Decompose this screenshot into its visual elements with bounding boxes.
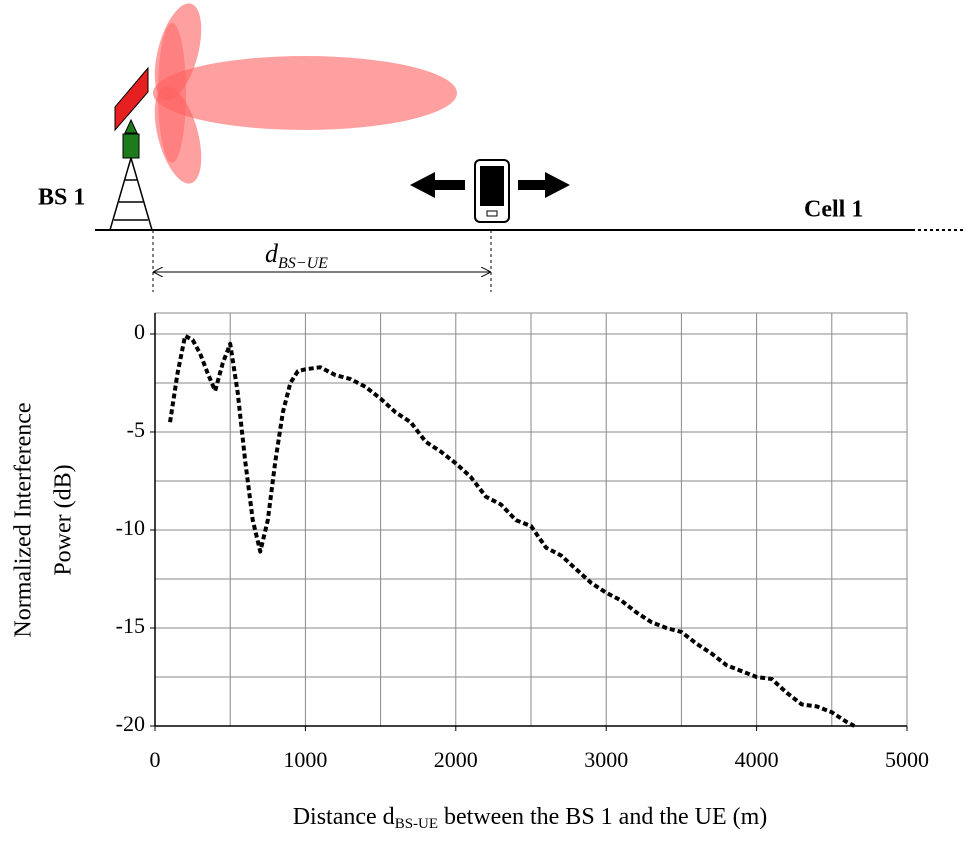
x-axis-title-part: Distance d bbox=[293, 804, 395, 830]
tower bbox=[109, 157, 153, 231]
phone-screen bbox=[480, 166, 504, 206]
x-tick-label: 2000 bbox=[434, 747, 478, 772]
arrow-right bbox=[518, 172, 570, 198]
y-tick-label: -15 bbox=[116, 613, 145, 638]
diagram: BS 1 Cell 1 dBS−UE bbox=[38, 3, 965, 292]
main-lobe bbox=[153, 56, 457, 130]
y-tick-label: -20 bbox=[116, 711, 145, 736]
y-axis-title: Normalized Interference bbox=[11, 402, 37, 637]
x-tick-label: 5000 bbox=[885, 747, 929, 772]
distance-label-main: d bbox=[265, 239, 279, 268]
x-tick-label: 3000 bbox=[584, 747, 628, 772]
phone-button bbox=[486, 210, 498, 217]
radio-unit bbox=[122, 133, 140, 159]
distance-label-sub: BS−UE bbox=[278, 255, 328, 272]
side-lobe bbox=[158, 23, 186, 163]
y-tick-label: -10 bbox=[116, 515, 145, 540]
distance-label: dBS−UE bbox=[265, 239, 328, 272]
x-axis-title-sub: BS-UE bbox=[395, 816, 438, 832]
y-tick-label: 0 bbox=[134, 319, 145, 344]
antenna-tip bbox=[124, 118, 138, 134]
arrow-left bbox=[410, 172, 465, 198]
x-axis-title-part: between the BS 1 and the UE (m) bbox=[438, 804, 767, 830]
bs-label: BS 1 bbox=[38, 185, 85, 211]
cell-label: Cell 1 bbox=[804, 197, 863, 223]
x-tick-label: 4000 bbox=[735, 747, 779, 772]
x-tick-label: 0 bbox=[150, 747, 161, 772]
y-axis-title: Power (dB) bbox=[51, 464, 77, 575]
x-tick-label: 1000 bbox=[283, 747, 327, 772]
plot: Distance dBS-UE between the BS 1 and the… bbox=[11, 312, 929, 833]
x-axis-title: Distance dBS-UE between the BS 1 and the… bbox=[293, 804, 768, 833]
antenna-panel bbox=[114, 66, 149, 132]
data-line bbox=[168, 333, 856, 728]
y-tick-label: -5 bbox=[127, 417, 145, 442]
